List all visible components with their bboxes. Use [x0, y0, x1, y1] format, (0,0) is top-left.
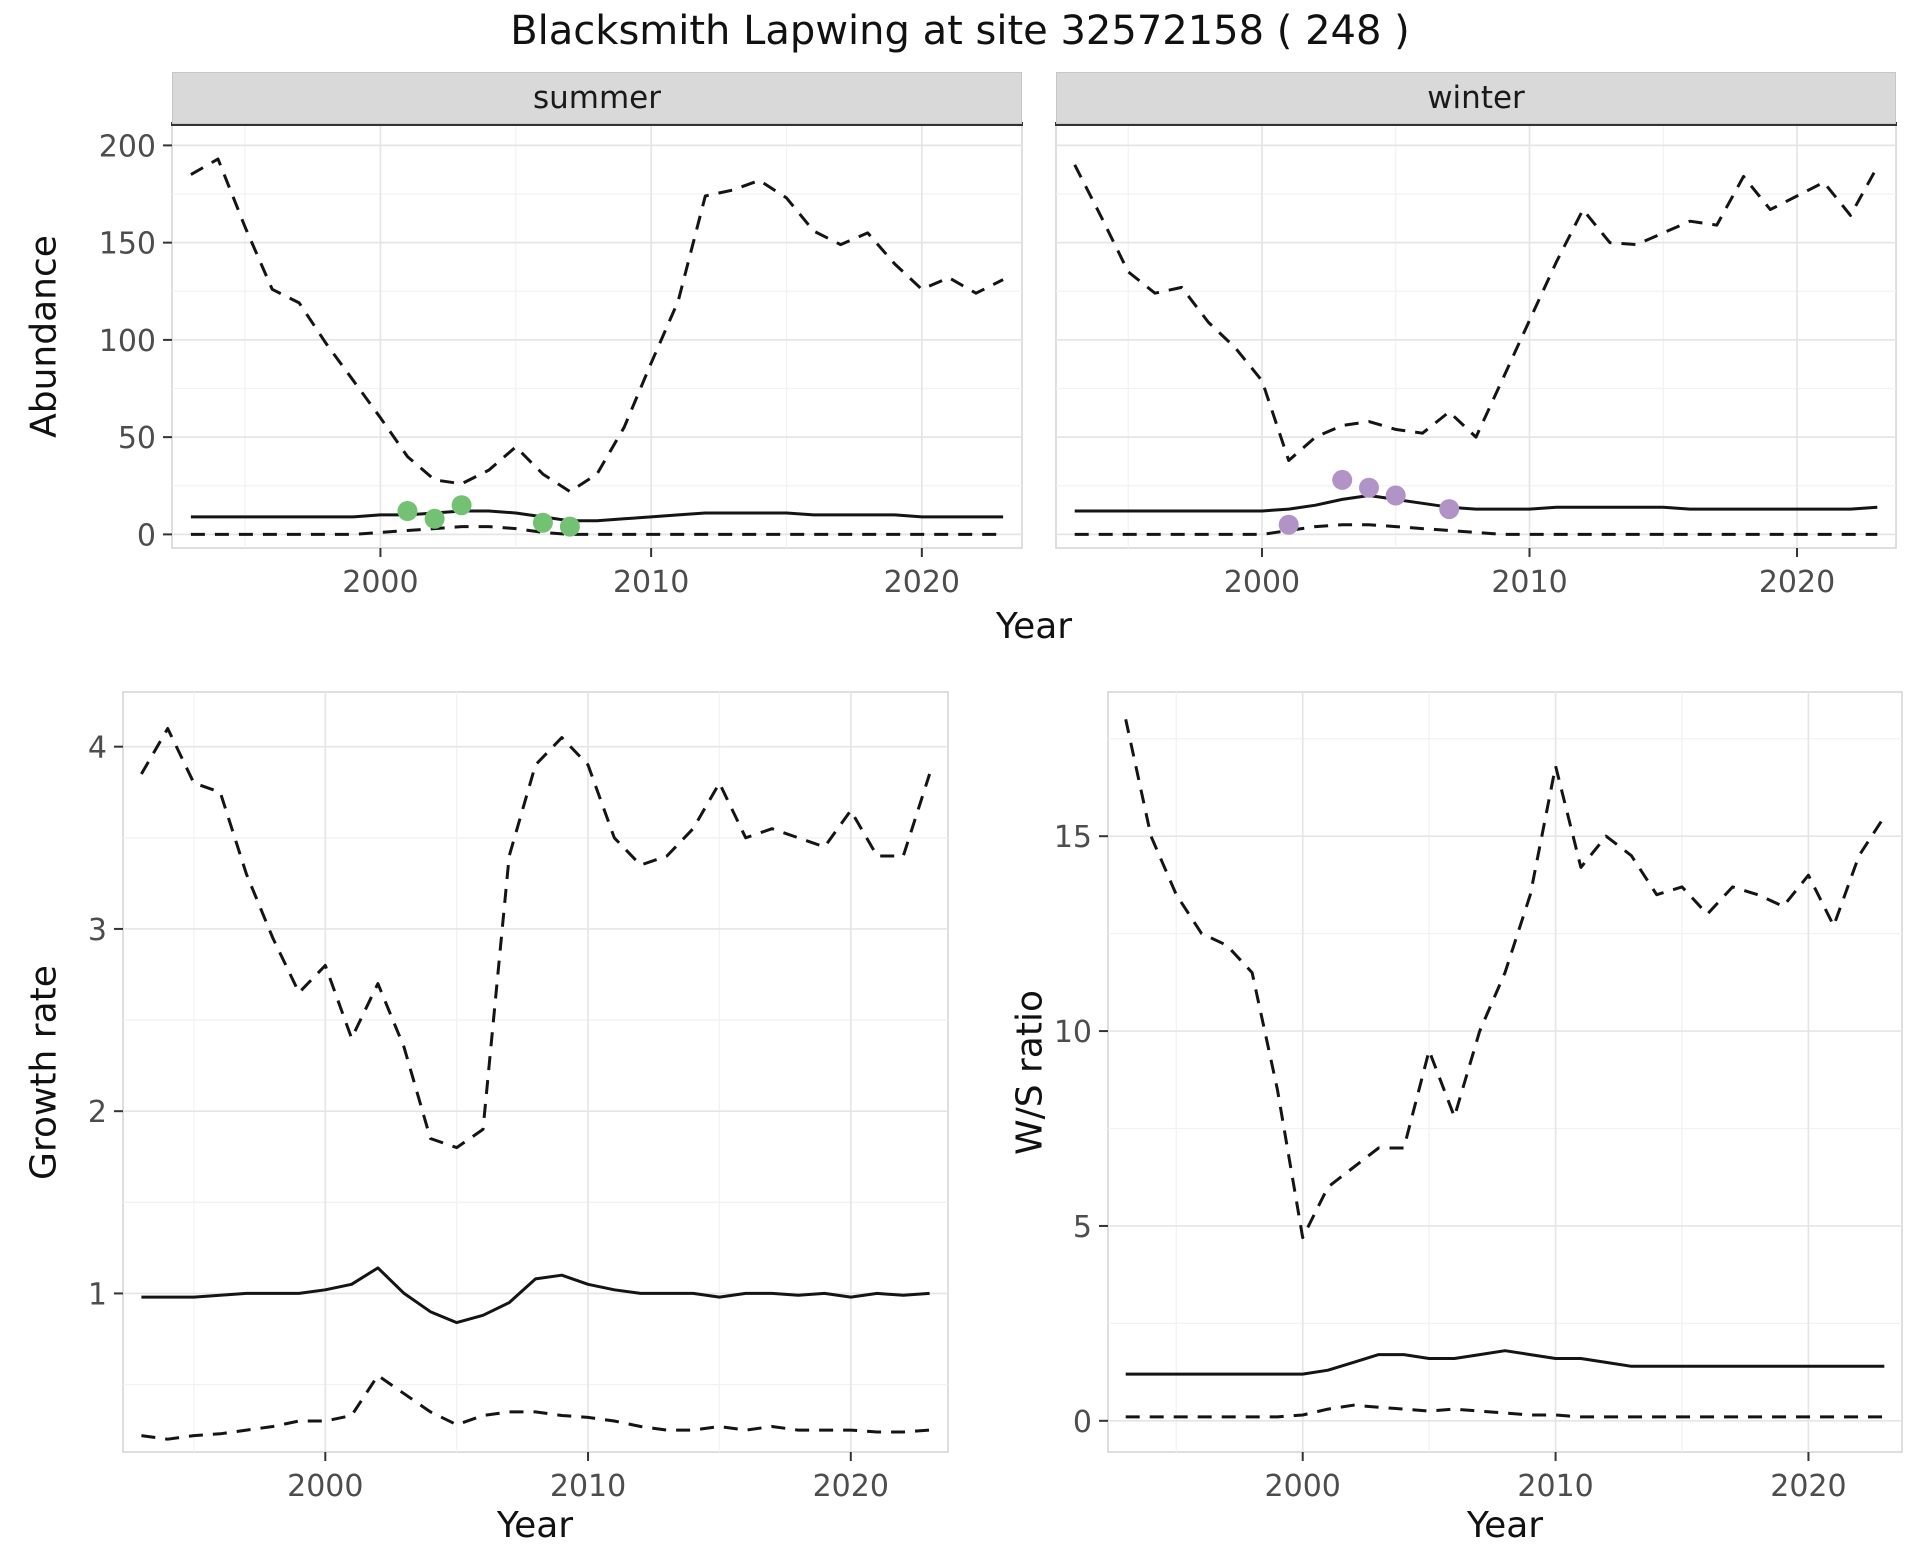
growth-panel: 2000 2010 2020 1 2 3 4 [88, 691, 949, 1504]
ws-panel-background [1107, 691, 1903, 1453]
summer-upper-credible-interval-line [190, 157, 1004, 494]
growth-upper-credible-interval-line [140, 727, 932, 1150]
observation-point [1278, 514, 1299, 535]
observation-point [451, 495, 472, 516]
year-axis-title-top: Year [995, 606, 1073, 647]
y-tick-label: 5 [1073, 1210, 1092, 1245]
growth-panel-background [122, 691, 949, 1453]
winter-panel-background [1055, 123, 1897, 549]
observation-point [1359, 477, 1379, 498]
x-tick-label: 2000 [1265, 1469, 1341, 1504]
x-tick-label: 2020 [1759, 565, 1835, 600]
observation-point [559, 516, 580, 537]
x-tick-label: 2010 [1517, 1469, 1593, 1504]
winter-observed-counts [1278, 469, 1460, 535]
ws-median-estimate-line [1125, 1349, 1885, 1376]
x-tick-label: 2020 [813, 1469, 889, 1504]
y-tick-label: 150 [99, 227, 156, 262]
facet-strip-winter-label: winter [1427, 80, 1525, 116]
growth-lower-credible-interval-line [141, 1374, 930, 1441]
abundance-axis-title: Abundance [23, 235, 65, 438]
year-axis-title-bottom-left: Year [496, 1505, 574, 1546]
x-tick-label: 2020 [884, 565, 960, 600]
ws-ratio-axis-title: W/S ratio [1009, 989, 1051, 1156]
y-tick-label: 2 [88, 1095, 107, 1130]
y-tick-label: 1 [88, 1277, 107, 1312]
y-tick-label: 4 [88, 731, 107, 766]
summer-lower-credible-interval-line [190, 525, 1004, 536]
y-tick-label: 200 [99, 129, 156, 164]
winter-lower-credible-interval-line [1074, 523, 1878, 536]
winter-median-estimate-line [1074, 494, 1878, 513]
y-tick-label: 3 [88, 913, 107, 948]
y-tick-label: 50 [118, 421, 156, 456]
figure-title: Blacksmith Lapwing at site 32572158 ( 24… [510, 8, 1410, 54]
x-tick-label: 2000 [342, 565, 418, 600]
x-tick-label: 2000 [287, 1469, 363, 1504]
summer-observed-counts [397, 495, 580, 537]
summer-median-estimate-line [190, 509, 1004, 523]
observation-point [1439, 499, 1460, 520]
observation-point [1332, 469, 1353, 490]
observation-point [424, 508, 445, 529]
x-tick-label: 2000 [1224, 565, 1300, 600]
x-tick-label: 2010 [1491, 565, 1567, 600]
ws-panel: 2000 2010 2020 0 5 10 15 [1054, 691, 1903, 1504]
x-tick-label: 2010 [613, 565, 689, 600]
winter-panel: 2000 2010 2020 [1055, 122, 1897, 600]
observation-point [532, 512, 553, 533]
x-tick-label: 2010 [550, 1469, 626, 1504]
year-axis-title-bottom-right: Year [1466, 1505, 1544, 1546]
facet-strip-summer: summer [172, 72, 1022, 124]
summer-panel: 2000 2010 2020 0 50 100 150 200 [99, 122, 1023, 600]
y-tick-label: 10 [1054, 1015, 1092, 1050]
facet-strip-winter: winter [1056, 72, 1896, 124]
y-tick-label: 15 [1054, 820, 1092, 855]
facet-strip-summer-label: summer [532, 80, 661, 116]
y-tick-label: 0 [1073, 1405, 1092, 1440]
x-tick-label: 2020 [1770, 1469, 1846, 1504]
y-tick-label: 100 [99, 324, 156, 359]
observation-point [1385, 485, 1406, 506]
ws-upper-credible-interval-line [1124, 718, 1886, 1240]
ws-lower-credible-interval-line [1125, 1403, 1885, 1419]
summer-panel-background [171, 123, 1023, 549]
growth-median-estimate-line [141, 1266, 930, 1325]
y-tick-label: 0 [137, 518, 156, 553]
growth-rate-axis-title: Growth rate [23, 965, 65, 1180]
winter-upper-credible-interval-line [1073, 164, 1879, 462]
observation-point [397, 501, 418, 521]
